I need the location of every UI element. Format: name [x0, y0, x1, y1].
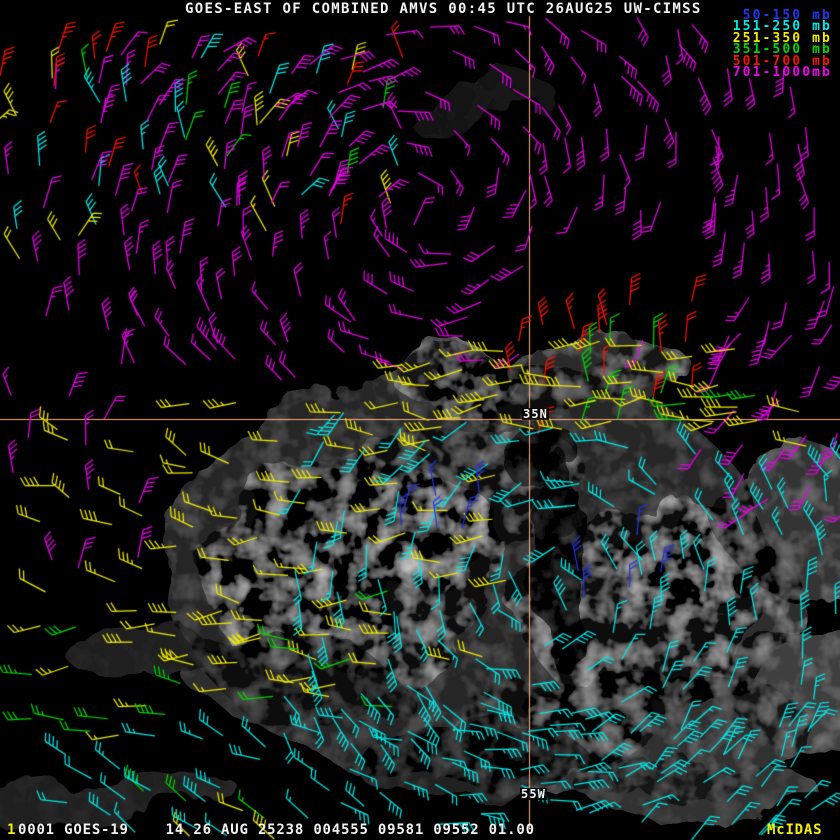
latitude-label: 35N [522, 407, 549, 421]
pressure-level-legend: 50-150 mb 151-250 mb 251-350 mb 351-500 mb 5… [732, 8, 832, 81]
legend-item: 351-500 mb [732, 42, 832, 58]
frame-number: 1 [7, 822, 17, 838]
mcidas-brand: McIDAS [767, 822, 823, 838]
legend-item: 701-1000mb [732, 65, 832, 81]
status-bar: 1 0001 GOES-19 14 26 AUG 25238 004555 09… [0, 820, 840, 840]
legend-item: 501-700 mb [732, 53, 832, 69]
legend-item: 50-150 mb [732, 8, 832, 23]
status-text: 0001 GOES-19 14 26 AUG 25238 004555 0958… [18, 822, 535, 838]
title-bar: GOES-EAST OF COMBINED AMVS 00:45 UTC 26A… [0, 0, 840, 17]
longitude-label: 55W [520, 787, 547, 801]
legend-item: 251-350 mb [732, 30, 832, 46]
legend-item: 151-250 mb [732, 19, 832, 35]
image-title: GOES-EAST OF COMBINED AMVS 00:45 UTC 26A… [185, 1, 702, 17]
